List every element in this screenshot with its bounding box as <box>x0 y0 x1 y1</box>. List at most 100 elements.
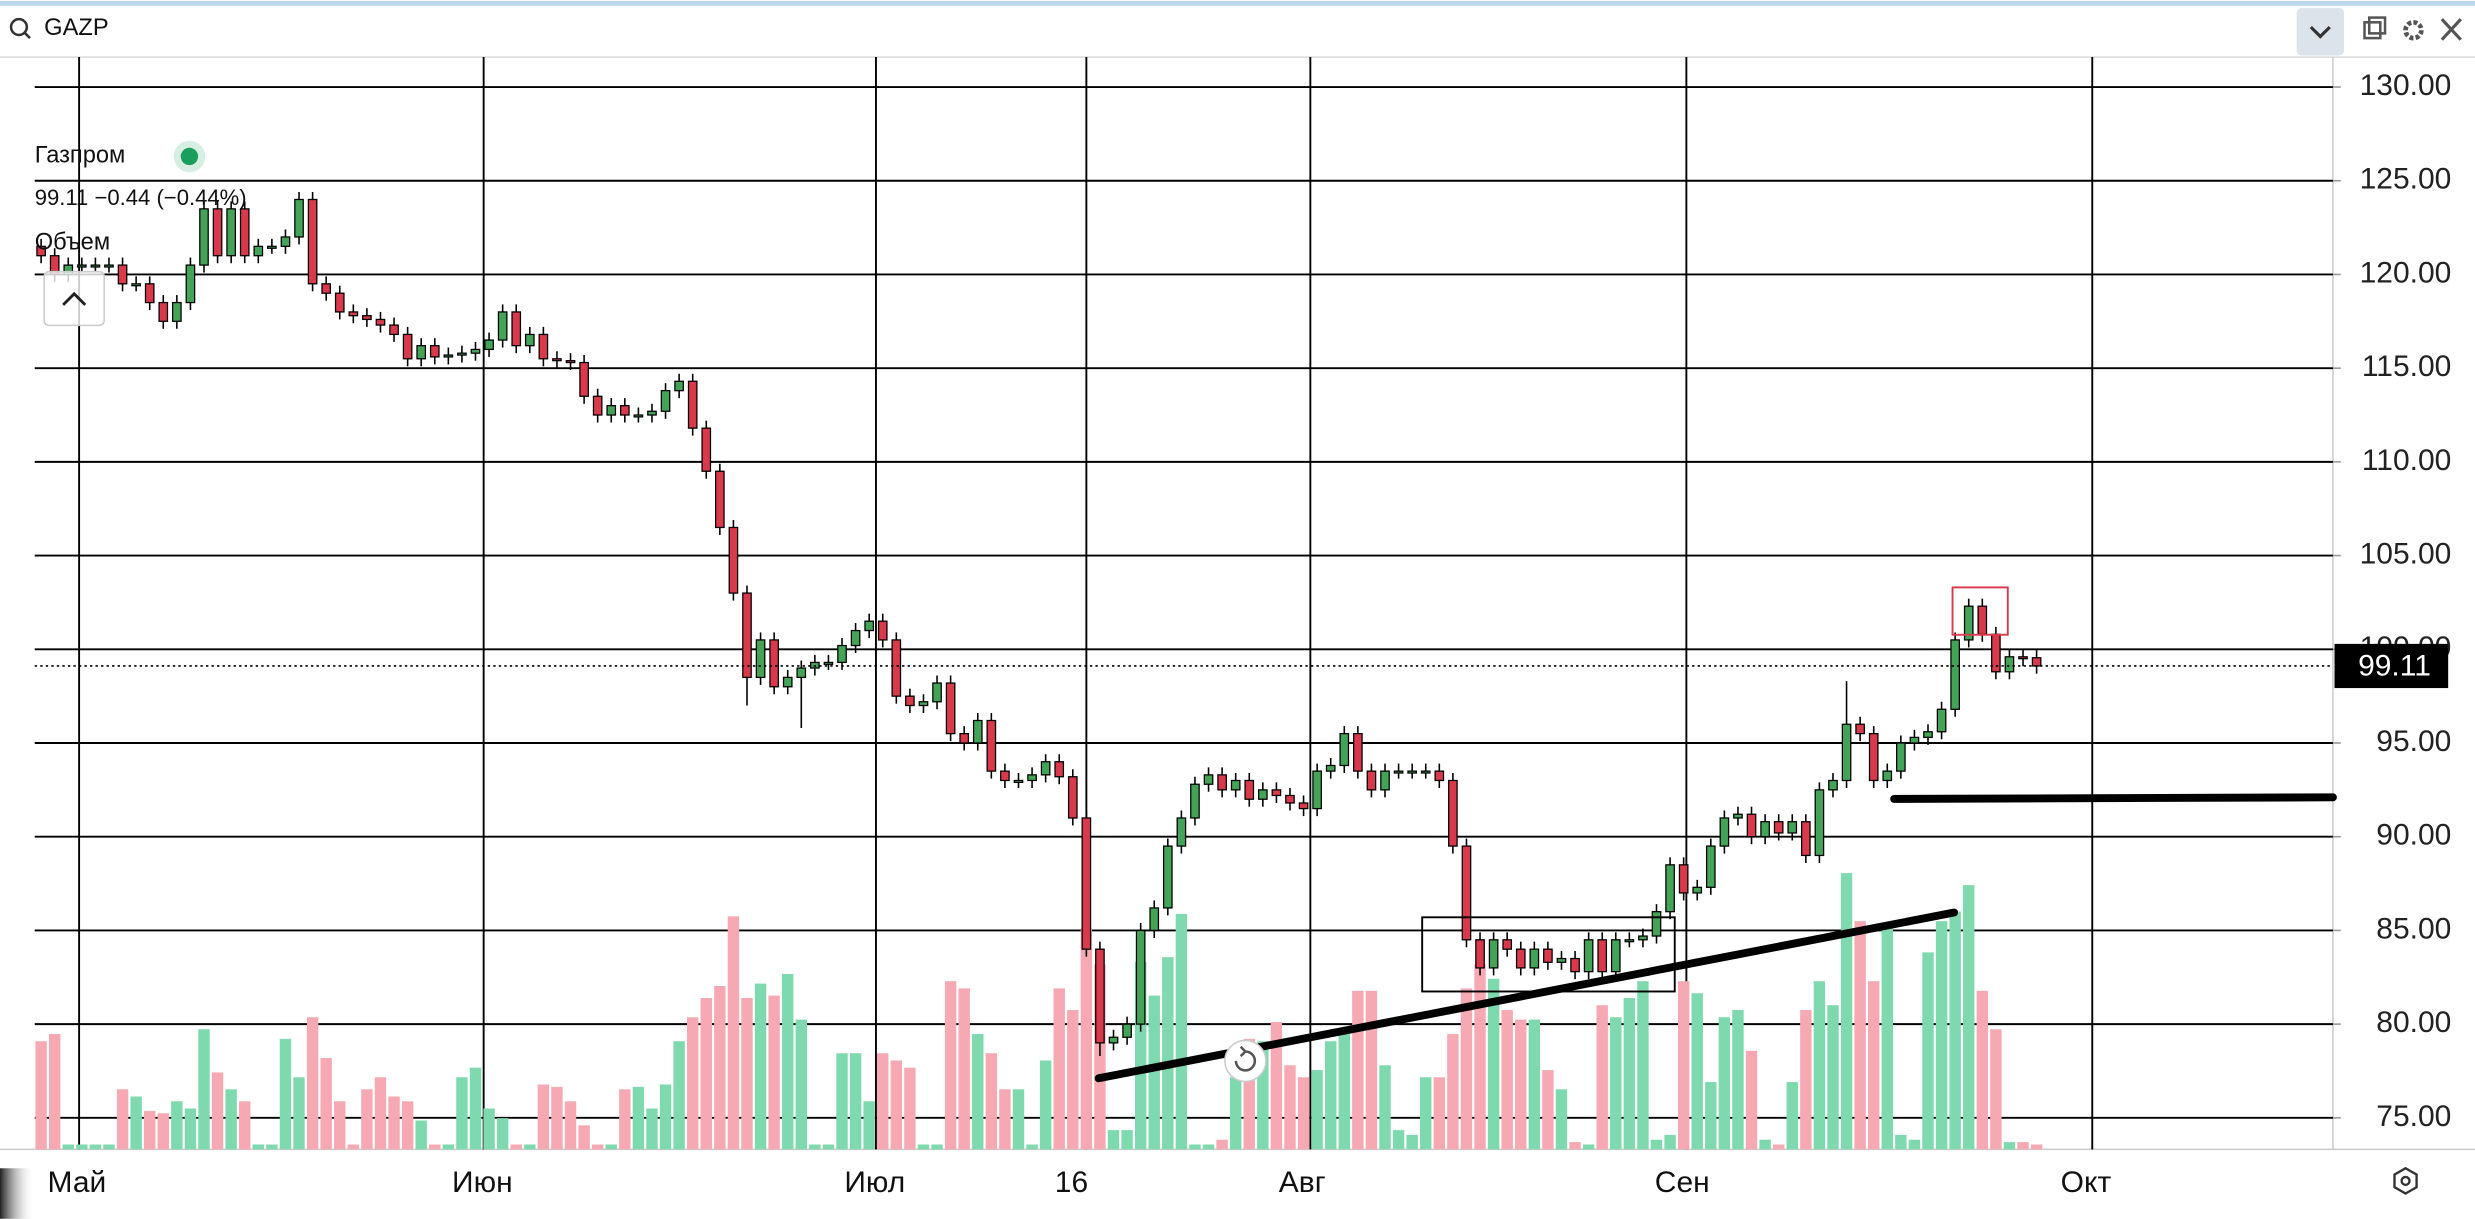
legend-volume: Объем <box>35 230 110 256</box>
volume-bar <box>496 1118 509 1150</box>
y-tick-label: 110.00 <box>2362 444 2451 477</box>
candle-body <box>212 208 223 257</box>
y-tick-label: 80.00 <box>2376 1006 2451 1039</box>
candle-body <box>850 629 861 647</box>
volume-bar <box>1691 993 1703 1150</box>
x-tick-label: Июл <box>844 1166 905 1199</box>
candle-body <box>1570 957 1580 973</box>
volume-bar <box>1284 1065 1296 1150</box>
volume-bar <box>1012 1089 1025 1150</box>
candle-body <box>769 639 779 688</box>
restore-button[interactable] <box>2363 21 2382 40</box>
volume-bar <box>211 1072 224 1150</box>
candle-body <box>76 264 87 268</box>
volume-bar <box>1677 981 1690 1150</box>
candle-body <box>1529 948 1540 969</box>
volume-bar <box>877 1053 889 1150</box>
last-price-box <box>2334 643 2449 689</box>
axis-settings[interactable] <box>2393 1166 2418 1195</box>
volume-bar <box>999 1089 1011 1150</box>
candle-body <box>905 695 915 707</box>
candle-body <box>1067 776 1078 819</box>
volume-bar <box>1189 1144 1201 1150</box>
candle-body <box>1977 605 1988 635</box>
volume-bar <box>917 1144 930 1150</box>
search-icon[interactable] <box>9 17 31 39</box>
volume-bar <box>415 1120 427 1150</box>
candle-body <box>1475 939 1485 969</box>
dropdown-button[interactable] <box>2296 8 2344 56</box>
volume-bar <box>184 1108 197 1150</box>
volume-bar <box>510 1144 522 1150</box>
candle-body <box>1434 770 1445 782</box>
volume-bar <box>1379 1065 1391 1150</box>
x-tick-label: 16 <box>1055 1166 1088 1199</box>
candle-body <box>592 395 603 416</box>
candle-body <box>1217 774 1227 791</box>
volume-bar <box>1094 964 1106 1150</box>
candle-body <box>172 301 182 322</box>
volume-bar <box>2017 1142 2029 1150</box>
candle-body <box>239 208 250 257</box>
volume-bar <box>1270 1022 1283 1150</box>
search-text[interactable]: GAZP <box>44 15 108 41</box>
candle-body <box>2004 656 2015 673</box>
candle-body <box>280 236 291 247</box>
highlight-box[interactable] <box>1951 586 2009 636</box>
volume-bar <box>1800 1010 1812 1150</box>
candle-body <box>619 405 630 416</box>
candle-body <box>1556 957 1567 963</box>
y-tick-label: 120.00 <box>2360 256 2452 289</box>
volume-bar <box>944 981 957 1150</box>
candle-body <box>1257 789 1268 800</box>
candle-body <box>362 315 372 321</box>
candle-body <box>470 348 481 354</box>
volume-bar <box>741 998 753 1150</box>
candle-body <box>1285 794 1295 804</box>
candle-body <box>226 208 236 257</box>
close-button[interactable] <box>2440 18 2462 41</box>
settings-button[interactable] <box>2403 19 2424 41</box>
volume-bar <box>1664 1134 1676 1150</box>
candle-body <box>633 414 644 418</box>
collapse-legend[interactable] <box>43 270 105 327</box>
support-line[interactable] <box>1890 793 2337 803</box>
range-box[interactable] <box>1421 916 1676 993</box>
y-tick-label: 95.00 <box>2376 725 2451 758</box>
volume-bar <box>266 1144 278 1150</box>
restore-button-back <box>2367 16 2387 35</box>
candle-body <box>1353 732 1363 772</box>
volume-bar <box>673 1041 685 1150</box>
volume-bar <box>1257 1041 1269 1150</box>
volume-bar <box>890 1060 903 1150</box>
volume-bar <box>347 1144 360 1150</box>
volume-bar <box>1813 981 1826 1150</box>
reset-button[interactable] <box>1224 1039 1267 1083</box>
candles <box>36 191 2042 1056</box>
y-tick-label: 105.00 <box>2360 538 2452 571</box>
volume-bar <box>1026 1144 1038 1150</box>
volume-bar <box>429 1144 441 1150</box>
volume-bar <box>1759 1139 1771 1150</box>
volume-bar <box>1895 1134 1907 1150</box>
x-tick-label: Авг <box>1279 1166 1326 1199</box>
candle-body <box>1488 939 1499 969</box>
candle-body <box>837 644 847 664</box>
volume-bar <box>795 1019 807 1150</box>
candle-body <box>701 427 712 472</box>
candle-body <box>1366 770 1377 791</box>
volume-bar <box>1555 1089 1568 1150</box>
volume-bar <box>551 1086 563 1150</box>
candle-body <box>131 283 141 287</box>
candle-body <box>429 345 440 358</box>
candle-body <box>1203 774 1214 785</box>
candle-body <box>267 245 277 249</box>
candle-body <box>1882 770 1893 782</box>
candle-body <box>932 682 942 703</box>
volume-bar <box>1854 921 1866 1150</box>
axis-settings-icon <box>2393 1166 2418 1195</box>
volume-bar <box>782 973 794 1150</box>
candle-body <box>1855 723 1865 735</box>
volume-bar <box>632 1086 645 1150</box>
